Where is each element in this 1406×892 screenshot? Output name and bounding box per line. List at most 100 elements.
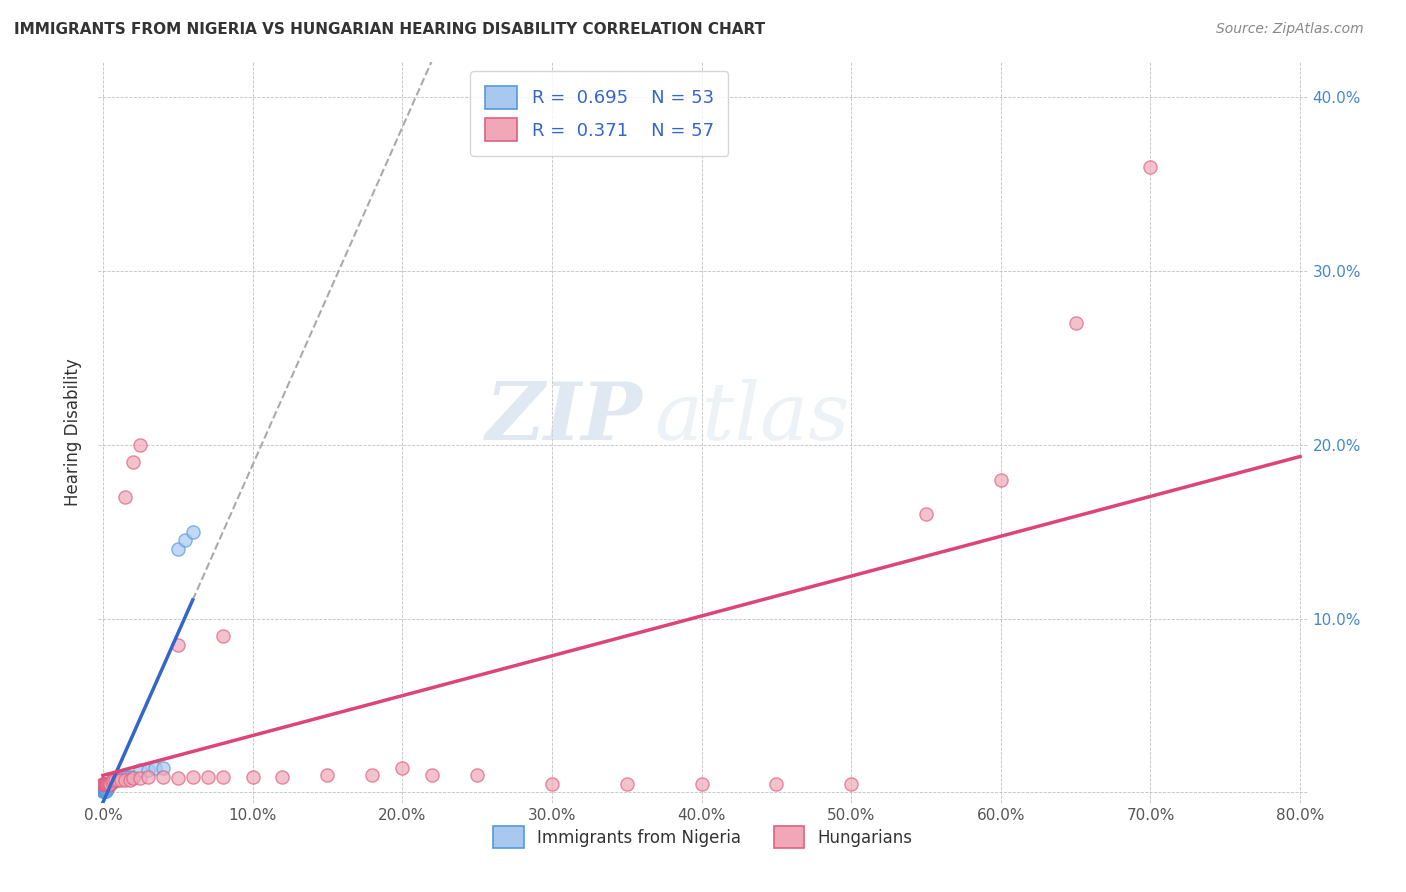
Point bbox=[1064, 316, 1087, 330]
Point bbox=[129, 763, 152, 777]
Point bbox=[96, 780, 118, 794]
Point bbox=[94, 783, 117, 797]
Point bbox=[96, 780, 118, 794]
Point bbox=[115, 770, 138, 784]
Point bbox=[211, 629, 233, 643]
Point bbox=[93, 777, 115, 791]
Point bbox=[97, 779, 120, 793]
Point bbox=[166, 772, 188, 786]
Point bbox=[96, 781, 118, 796]
Point bbox=[97, 779, 120, 793]
Point bbox=[94, 777, 117, 791]
Point bbox=[96, 780, 118, 794]
Point bbox=[101, 775, 124, 789]
Legend: Immigrants from Nigeria, Hungarians: Immigrants from Nigeria, Hungarians bbox=[481, 813, 925, 861]
Point bbox=[103, 773, 125, 788]
Point bbox=[93, 783, 115, 797]
Point bbox=[94, 781, 117, 796]
Point bbox=[103, 773, 125, 788]
Point bbox=[98, 779, 121, 793]
Point bbox=[118, 773, 141, 788]
Point bbox=[96, 777, 118, 791]
Point bbox=[93, 781, 115, 796]
Point bbox=[94, 783, 117, 797]
Point bbox=[104, 773, 127, 788]
Text: IMMIGRANTS FROM NIGERIA VS HUNGARIAN HEARING DISABILITY CORRELATION CHART: IMMIGRANTS FROM NIGERIA VS HUNGARIAN HEA… bbox=[14, 22, 765, 37]
Y-axis label: Hearing Disability: Hearing Disability bbox=[65, 359, 83, 507]
Point bbox=[121, 772, 143, 786]
Point bbox=[152, 770, 174, 784]
Point bbox=[93, 777, 115, 791]
Point bbox=[103, 773, 125, 788]
Point bbox=[114, 490, 136, 504]
Point bbox=[94, 781, 117, 796]
Point bbox=[107, 773, 129, 788]
Point bbox=[93, 777, 115, 791]
Point bbox=[97, 777, 120, 791]
Point bbox=[166, 542, 188, 557]
Point bbox=[93, 783, 115, 797]
Point bbox=[136, 770, 159, 784]
Point bbox=[94, 781, 117, 796]
Point bbox=[93, 777, 115, 791]
Point bbox=[97, 777, 120, 791]
Point bbox=[121, 455, 143, 469]
Point bbox=[690, 777, 713, 791]
Point bbox=[93, 777, 115, 791]
Point bbox=[166, 638, 188, 652]
Point bbox=[93, 777, 115, 791]
Point bbox=[242, 770, 264, 784]
Point bbox=[93, 777, 115, 791]
Point bbox=[181, 524, 204, 539]
Point bbox=[114, 773, 136, 788]
Point bbox=[211, 770, 233, 784]
Point bbox=[1139, 160, 1161, 174]
Text: Source: ZipAtlas.com: Source: ZipAtlas.com bbox=[1216, 22, 1364, 37]
Point bbox=[94, 783, 117, 797]
Point bbox=[93, 783, 115, 797]
Point bbox=[91, 777, 114, 791]
Text: atlas: atlas bbox=[655, 379, 851, 457]
Point bbox=[420, 768, 443, 782]
Point bbox=[105, 772, 128, 786]
Point bbox=[94, 781, 117, 796]
Point bbox=[107, 770, 129, 784]
Point bbox=[152, 761, 174, 775]
Point bbox=[98, 777, 121, 791]
Point bbox=[100, 775, 122, 789]
Point bbox=[616, 777, 638, 791]
Point bbox=[839, 777, 862, 791]
Point bbox=[96, 780, 118, 794]
Point bbox=[96, 781, 118, 796]
Point bbox=[316, 768, 339, 782]
Point bbox=[100, 777, 122, 791]
Point bbox=[93, 781, 115, 796]
Point bbox=[143, 761, 166, 775]
Point bbox=[96, 777, 118, 791]
Point bbox=[271, 770, 294, 784]
Point bbox=[98, 777, 121, 791]
Point bbox=[174, 533, 197, 548]
Point bbox=[96, 777, 118, 791]
Point bbox=[94, 777, 117, 791]
Point bbox=[93, 783, 115, 797]
Point bbox=[540, 777, 562, 791]
Point bbox=[93, 777, 115, 791]
Point bbox=[94, 777, 117, 791]
Point bbox=[100, 777, 122, 791]
Text: ZIP: ZIP bbox=[485, 379, 643, 457]
Point bbox=[93, 783, 115, 797]
Point bbox=[101, 775, 124, 789]
Point bbox=[118, 770, 141, 784]
Point bbox=[181, 770, 204, 784]
Point bbox=[129, 438, 152, 452]
Point bbox=[197, 770, 219, 784]
Point bbox=[112, 770, 135, 784]
Point bbox=[765, 777, 787, 791]
Point bbox=[915, 508, 938, 522]
Point bbox=[96, 777, 118, 791]
Point bbox=[104, 773, 127, 788]
Point bbox=[129, 772, 152, 786]
Point bbox=[136, 763, 159, 777]
Point bbox=[93, 781, 115, 796]
